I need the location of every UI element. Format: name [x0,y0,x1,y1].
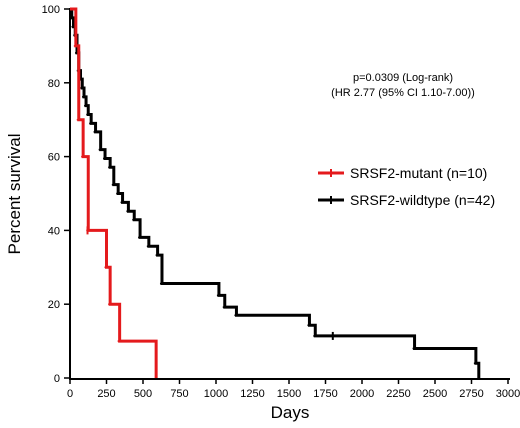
y-tick-label: 80 [48,78,60,90]
x-tick-label: 2000 [350,388,374,400]
hr-annotation: (HR 2.77 (95% CI 1.10-7.00)) [331,87,475,99]
series-line-mutant [70,7,158,378]
x-tick-label: 500 [134,388,152,400]
y-tick-label: 20 [48,299,60,311]
pvalue-annotation: p=0.0309 (Log-rank) [353,72,453,84]
x-axis-title: Days [271,403,310,422]
x-tick-label: 250 [97,388,115,400]
x-tick-label: 1250 [240,388,264,400]
y-tick-label: 40 [48,225,60,237]
legend-label-wildtype: SRSF2-wildtype (n=42) [350,192,495,208]
y-axis-title: Percent survival [5,134,24,255]
legend-label-mutant: SRSF2-mutant (n=10) [350,165,487,181]
y-tick-label: 100 [42,4,60,16]
x-tick-label: 2250 [386,388,410,400]
x-tick-label: 3000 [496,388,520,400]
y-tick-label: 60 [48,152,60,164]
y-tick-label: 0 [54,373,60,385]
x-tick-label: 1750 [313,388,337,400]
x-tick-label: 2750 [459,388,483,400]
x-tick-label: 1000 [204,388,228,400]
ticks: 0 250 500 750 1000 1250 1500 1750 2000 2250 2500 27… [42,4,520,400]
series-layer [69,7,481,378]
legend: SRSF2-mutant (n=10) SRSF2-wildtype (n=42… [318,165,495,208]
x-tick-label: 0 [67,388,73,400]
x-tick-label: 2500 [423,388,447,400]
x-tick-label: 1500 [277,388,301,400]
x-tick-label: 750 [170,388,188,400]
